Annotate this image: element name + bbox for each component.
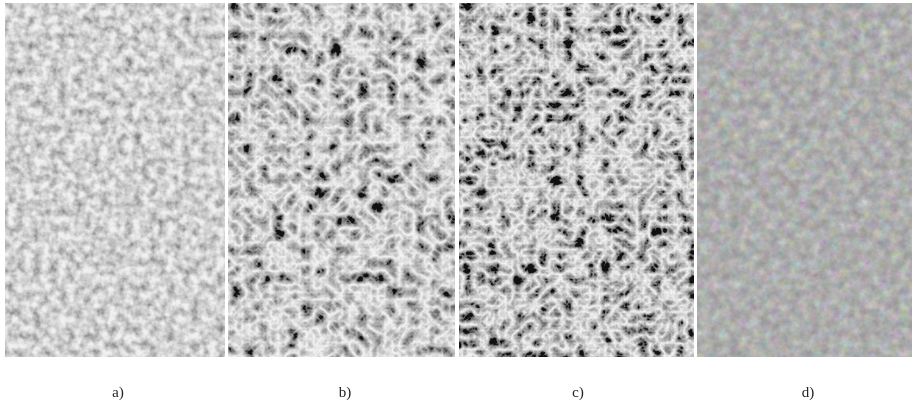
panel-label: c)	[572, 385, 584, 401]
panel-b	[228, 3, 455, 357]
micrograph-texture	[228, 3, 455, 357]
panel-d	[697, 3, 912, 357]
panel-label: d)	[802, 385, 815, 401]
panel-label: a)	[112, 385, 124, 401]
micrograph-texture	[5, 3, 225, 357]
panel-a	[5, 3, 225, 357]
panel-c	[459, 3, 694, 357]
panel-label: b)	[339, 385, 352, 401]
micrograph-texture	[459, 3, 694, 357]
micrograph-texture	[697, 3, 912, 357]
